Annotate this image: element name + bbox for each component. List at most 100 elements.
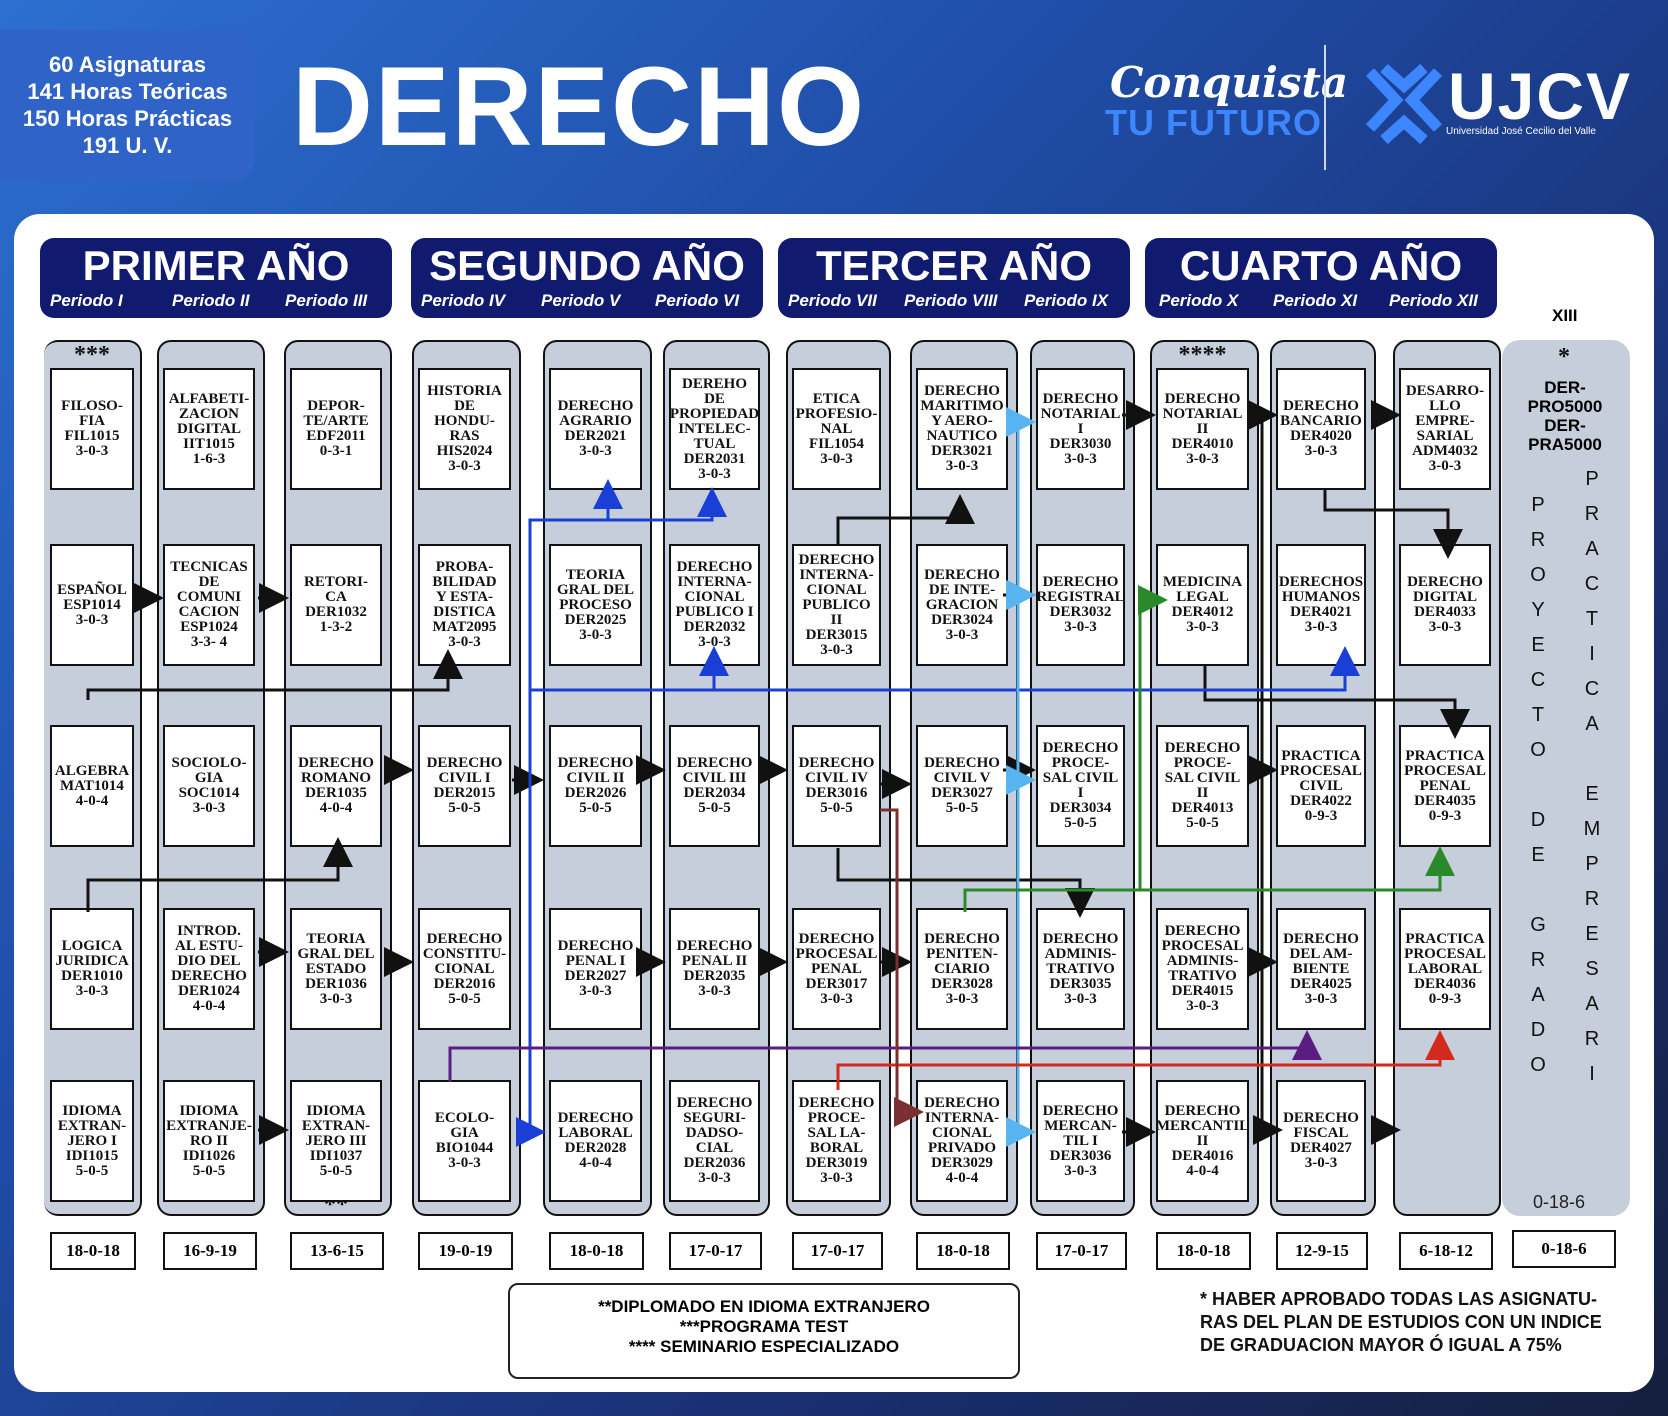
course-line: MAT2095: [432, 619, 497, 635]
course-box: IDIOMA EXTRAN- JERO III IDI1037 5-0-5: [290, 1080, 382, 1202]
course-line: ADMINIS-: [1044, 945, 1117, 962]
year-header-4: CUARTO AÑO Periodo X Periodo XI Periodo …: [1145, 238, 1497, 318]
course-line: MARITIMO: [920, 398, 1004, 414]
legend-box: **DIPLOMADO EN IDIOMA EXTRANJERO ***PROG…: [508, 1283, 1020, 1379]
course-line: REGISTRAL: [1036, 589, 1125, 605]
course-line: DER3021: [931, 443, 993, 459]
course-line: GRAL DEL: [556, 581, 635, 598]
final-code: PRA5000: [1528, 435, 1602, 454]
course-box: ECOLO- GIA BIO1044 3-0-3: [418, 1080, 511, 1202]
course-line: CACION: [178, 604, 240, 620]
course-line: PROCESAL: [1280, 762, 1362, 779]
course-line: DERECHO: [557, 398, 634, 414]
course-line: CIARIO: [934, 960, 990, 977]
period-total: 6-18-12: [1399, 1232, 1493, 1270]
course-line: DER3024: [931, 611, 993, 628]
course-line: BORAL: [809, 1140, 864, 1156]
course-line: 3-0-3: [698, 1170, 731, 1186]
course-line: 3-0-3: [448, 458, 481, 474]
course-line: 3-0-3: [75, 443, 109, 459]
course-line: CIVIL IV: [805, 770, 868, 786]
course-line: TUAL: [693, 435, 736, 452]
course-line: 3-0-3: [945, 458, 979, 474]
course-line: PROPIEDAD: [669, 405, 760, 422]
course-box: RETORI- CA DER1032 1-3-2: [290, 544, 382, 666]
course-line: 3-0-3: [1186, 619, 1219, 635]
course-line: RAS: [449, 428, 480, 444]
course-box: PRACTICA PROCESAL LABORAL DER4036 0-9-3: [1399, 908, 1491, 1030]
course-line: CIONAL: [806, 581, 867, 598]
course-box: ESPAÑOL ESP1014 3-0-3: [50, 544, 134, 666]
course-line: MERCANTIL: [1155, 1117, 1250, 1134]
course-line: EDF2011: [306, 428, 366, 444]
course-line: 5-0-5: [319, 1162, 353, 1179]
course-line: ESPAÑOL: [57, 581, 127, 598]
course-line: DERECHO: [557, 1110, 634, 1126]
course-line: 3-0-3: [448, 1155, 481, 1171]
course-line: CIVIL V: [933, 770, 991, 786]
course-line: DERECHOS: [1278, 574, 1364, 590]
course-box: TEORIA GRAL DEL ESTADO DER1036 3-0-3: [290, 908, 382, 1030]
course-box: DERECHO MARITIMO Y AERO- NAUTICO DER3021 3-0-…: [916, 368, 1008, 490]
course-line: DERECHO: [1042, 390, 1119, 407]
vertical-letter: G: [1530, 914, 1546, 936]
course-line: JERO I: [67, 1132, 117, 1149]
graduation-note: * HABER APROBADO TODAS LAS ASIGNATU- RAS…: [1200, 1288, 1620, 1357]
period-total: 0-18-6: [1512, 1230, 1616, 1268]
summary-theory-hours: 141 Horas Teóricas: [27, 79, 228, 104]
slogan-line1: Conquista: [1110, 58, 1349, 107]
course-line: JERO III: [305, 1132, 367, 1149]
course-line: ESP1014: [63, 596, 121, 613]
period-label: Periodo IX: [1024, 291, 1109, 310]
course-line: 4-0-4: [319, 800, 353, 816]
course-line: 0-9-3: [1428, 807, 1462, 824]
course-line: DERECHO: [1042, 574, 1119, 590]
course-line: DIGITAL: [1413, 589, 1477, 605]
summary-credits: 191 U. V.: [82, 133, 173, 158]
vertical-letter: O: [1530, 739, 1546, 761]
course-line: DER4015: [1171, 983, 1234, 999]
course-line: 3-0-3: [1064, 619, 1097, 635]
year-header-3: TERCER AÑO Periodo VII Periodo VIII Peri…: [778, 238, 1130, 318]
course-box: DERECHO NOTARIAL I DER3030 3-0-3: [1036, 368, 1125, 490]
course-line: PROCE-: [1173, 755, 1232, 771]
period-total: 17-0-17: [792, 1232, 883, 1270]
course-line: 3-0-3: [945, 626, 979, 643]
period-label: Periodo I: [50, 291, 123, 310]
course-line: DERECHO: [426, 930, 503, 947]
final-hours: 0-18-6: [1533, 1192, 1586, 1212]
course-box: DERECHO CONSTITU- CIONAL DER2016 5-0-5: [418, 908, 511, 1030]
course-line: DER3028: [931, 975, 993, 992]
course-line: FIL1015: [64, 428, 120, 444]
course-line: DER2016: [433, 975, 496, 992]
course-line: CIVIL: [1299, 777, 1343, 794]
course-line: DERECHO: [1283, 398, 1359, 414]
course-line: 5-0-5: [1186, 815, 1219, 831]
course-line: SEGURI-: [683, 1110, 746, 1126]
course-line: DER3016: [805, 785, 868, 801]
course-box: DERECHO CIVIL IV DER3016 5-0-5: [792, 725, 881, 847]
course-line: LLO EMPRE-: [1415, 398, 1475, 429]
year-title: PRIMER AÑO: [82, 242, 350, 289]
course-line: DER3032: [1049, 604, 1112, 620]
course-line: II: [1196, 1132, 1209, 1149]
course-line: 3-0-3: [1304, 1155, 1338, 1171]
course-line: DERECHO: [557, 938, 634, 954]
period-total: 16-9-19: [163, 1232, 257, 1270]
course-line: 3-0-3: [820, 450, 853, 467]
period-label: Periodo VIII: [904, 291, 998, 310]
period-total: 18-0-18: [1156, 1232, 1251, 1270]
period-label: Periodo XII: [1389, 291, 1478, 310]
course-line: I: [1077, 420, 1084, 437]
course-line: 5-0-5: [75, 1162, 109, 1179]
course-line: CIONAL: [684, 589, 745, 605]
course-line: PROCESAL: [795, 945, 878, 962]
course-line: 0-9-3: [1304, 807, 1338, 824]
vertical-letter: T: [1531, 704, 1545, 726]
course-line: PENAL: [811, 960, 862, 977]
period-total: 18-0-18: [50, 1232, 136, 1270]
ujcv-logo-text: UJCV: [1448, 59, 1633, 133]
course-line: DERECHO: [1042, 740, 1119, 756]
course-line: PROCESAL: [1404, 762, 1486, 779]
course-line: DER2032: [683, 619, 746, 635]
